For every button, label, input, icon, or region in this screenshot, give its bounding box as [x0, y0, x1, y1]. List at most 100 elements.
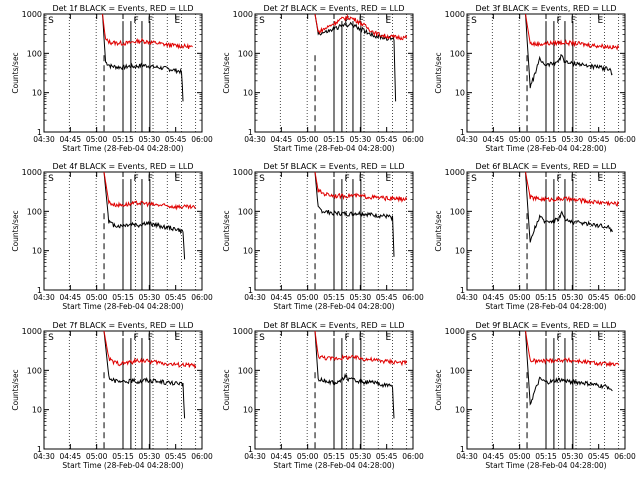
x-tick-label: 05:30	[139, 452, 161, 461]
flag-label: E	[598, 174, 604, 184]
lld-series-line	[525, 330, 620, 368]
x-tick-label: 05:30	[350, 293, 372, 302]
y-tick-label: 10	[32, 89, 42, 98]
x-axis-label: Start Time (28-Feb-04 04:28:00)	[62, 302, 183, 311]
y-tick-label: 100	[27, 366, 42, 375]
x-tick-label: 05:30	[562, 135, 584, 144]
y-tick-label: 1	[37, 128, 42, 137]
x-tick-label: 05:30	[350, 452, 372, 461]
lld-series-line	[525, 171, 620, 207]
panel-title: Det 9f BLACK = Events, RED = LLD	[475, 321, 616, 330]
x-tick-label: 06:00	[402, 135, 424, 144]
flag-label: E	[175, 16, 181, 26]
x-tick-label: 04:30	[33, 452, 55, 461]
y-tick-label: 1	[248, 286, 253, 295]
y-tick-label: 1	[460, 286, 465, 295]
flag-label: F	[556, 16, 561, 26]
flag-label: F	[344, 333, 349, 343]
y-axis-label: Counts/sec	[11, 210, 20, 251]
x-tick-label: 05:30	[562, 293, 584, 302]
flag-label: E	[598, 16, 604, 26]
x-tick-label: 05:00	[86, 135, 108, 144]
x-tick-label: 06:00	[614, 293, 636, 302]
x-tick-label: 05:15	[535, 135, 557, 144]
x-tick-label: 05:45	[165, 452, 187, 461]
flag-label: S	[48, 16, 54, 26]
flag-label: E	[386, 16, 392, 26]
x-tick-label: 04:30	[456, 452, 478, 461]
flag-label: F	[344, 16, 349, 26]
x-tick-label: 06:00	[191, 135, 213, 144]
flag-label: F	[359, 333, 364, 343]
x-tick-label: 04:45	[60, 135, 82, 144]
x-tick-label: 04:45	[60, 452, 82, 461]
y-tick-label: 100	[27, 49, 42, 58]
x-tick-label: 05:00	[509, 452, 531, 461]
y-axis-label: Counts/sec	[11, 52, 20, 93]
flag-label: F	[359, 16, 364, 26]
events-series-line	[314, 330, 395, 419]
x-tick-label: 05:00	[86, 452, 108, 461]
x-tick-label: 04:45	[483, 452, 505, 461]
y-tick-label: 10	[455, 406, 465, 415]
panel-title: Det 1f BLACK = Events, RED = LLD	[52, 4, 193, 13]
y-axis-label: Counts/sec	[11, 369, 20, 410]
y-tick-label: 1000	[445, 10, 465, 19]
y-axis-label: Counts/sec	[434, 52, 443, 93]
y-tick-label: 100	[450, 49, 465, 58]
y-tick-label: 1000	[233, 10, 253, 19]
panel-title: Det 8f BLACK = Events, RED = LLD	[263, 321, 404, 330]
y-axis-label: Counts/sec	[434, 210, 443, 251]
flag-label: F	[133, 174, 138, 184]
events-series-line	[525, 13, 613, 89]
panel-title: Det 4f BLACK = Events, RED = LLD	[52, 162, 193, 171]
lld-series-line	[102, 13, 193, 50]
detector-panel-4: Det 4f BLACK = Events, RED = LLD S F F E 1 10 1…	[11, 162, 213, 311]
flag-label: F	[148, 333, 153, 343]
x-tick-label: 04:45	[60, 293, 82, 302]
y-tick-label: 1	[460, 128, 465, 137]
flag-label: F	[571, 333, 576, 343]
x-tick-label: 05:30	[139, 293, 161, 302]
y-tick-label: 1000	[233, 168, 253, 177]
x-axis-label: Start Time (28-Feb-04 04:28:00)	[485, 461, 606, 470]
flag-label: E	[386, 333, 392, 343]
panel-title: Det 6f BLACK = Events, RED = LLD	[475, 162, 616, 171]
y-tick-label: 10	[243, 406, 253, 415]
x-tick-label: 05:45	[376, 452, 398, 461]
flag-label: E	[175, 333, 181, 343]
x-tick-label: 05:45	[165, 293, 187, 302]
events-series-line	[103, 330, 186, 419]
x-tick-label: 05:45	[588, 293, 610, 302]
x-tick-label: 05:30	[350, 135, 372, 144]
flag-label: S	[471, 16, 477, 26]
x-tick-label: 04:30	[456, 293, 478, 302]
x-axis-label: Start Time (28-Feb-04 04:28:00)	[485, 144, 606, 153]
detector-panel-2: Det 2f BLACK = Events, RED = LLD S F F E 1 10 1…	[222, 4, 424, 153]
y-tick-label: 100	[238, 207, 253, 216]
y-tick-label: 1	[248, 128, 253, 137]
lld-series-line	[314, 171, 408, 203]
flag-label: F	[556, 174, 561, 184]
y-tick-label: 10	[32, 406, 42, 415]
flag-label: S	[48, 174, 54, 184]
y-tick-label: 100	[238, 366, 253, 375]
x-tick-label: 06:00	[191, 293, 213, 302]
x-tick-label: 06:00	[402, 452, 424, 461]
panel-title: Det 5f BLACK = Events, RED = LLD	[263, 162, 404, 171]
flag-label: E	[386, 174, 392, 184]
flag-label: F	[344, 174, 349, 184]
y-axis-label: Counts/sec	[222, 52, 231, 93]
detector-panel-6: Det 6f BLACK = Events, RED = LLD S F F E 1 10 1…	[434, 162, 636, 311]
x-axis-label: Start Time (28-Feb-04 04:28:00)	[273, 302, 394, 311]
panel-title: Det 2f BLACK = Events, RED = LLD	[263, 4, 404, 13]
events-series-line	[525, 330, 613, 406]
x-tick-label: 06:00	[614, 135, 636, 144]
y-tick-label: 10	[455, 89, 465, 98]
y-tick-label: 100	[238, 49, 253, 58]
y-tick-label: 100	[450, 207, 465, 216]
flag-label: F	[571, 174, 576, 184]
x-tick-label: 05:15	[323, 452, 345, 461]
